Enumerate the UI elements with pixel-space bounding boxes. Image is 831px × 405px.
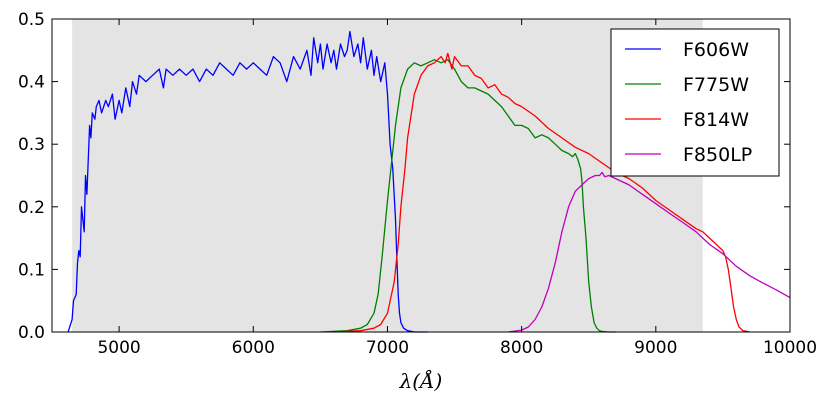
y-tick-label: 0.4 bbox=[18, 73, 45, 93]
legend-label: F814W bbox=[683, 109, 749, 131]
x-tick-label: 9000 bbox=[634, 338, 677, 358]
x-axis-label: λ(Å) bbox=[399, 368, 443, 393]
legend-box bbox=[610, 28, 780, 177]
series-layer bbox=[67, 30, 791, 333]
x-tick-label: 7000 bbox=[366, 338, 409, 358]
series-line-f814w bbox=[333, 52, 750, 333]
y-tick-label: 0.2 bbox=[18, 198, 45, 218]
y-tick-label: 0.3 bbox=[18, 135, 45, 155]
series-line-f606w bbox=[67, 30, 428, 333]
x-tick-label: 6000 bbox=[232, 338, 275, 358]
y-tick-label: 0.5 bbox=[18, 10, 45, 30]
y-tick-label: 0.0 bbox=[18, 323, 45, 343]
legend-label: F775W bbox=[683, 74, 749, 96]
series-line-f850lp bbox=[508, 171, 791, 333]
legend-label: F850LP bbox=[683, 144, 752, 166]
y-tick-label: 0.1 bbox=[18, 260, 45, 280]
x-tick-label: 5000 bbox=[97, 338, 140, 358]
series-line-f775w bbox=[320, 59, 616, 333]
x-tick-label: 8000 bbox=[500, 338, 543, 358]
x-tick-label: 10000 bbox=[763, 338, 817, 358]
tick-layer: 5000 6000 7000 8000 9000 10000 0.0 0.1 0.2 0.3 0.4… bbox=[18, 10, 817, 358]
legend: F606W F775W F814W F850LP bbox=[610, 28, 780, 177]
legend-label: F606W bbox=[683, 39, 749, 61]
plot-frame bbox=[51, 18, 791, 333]
